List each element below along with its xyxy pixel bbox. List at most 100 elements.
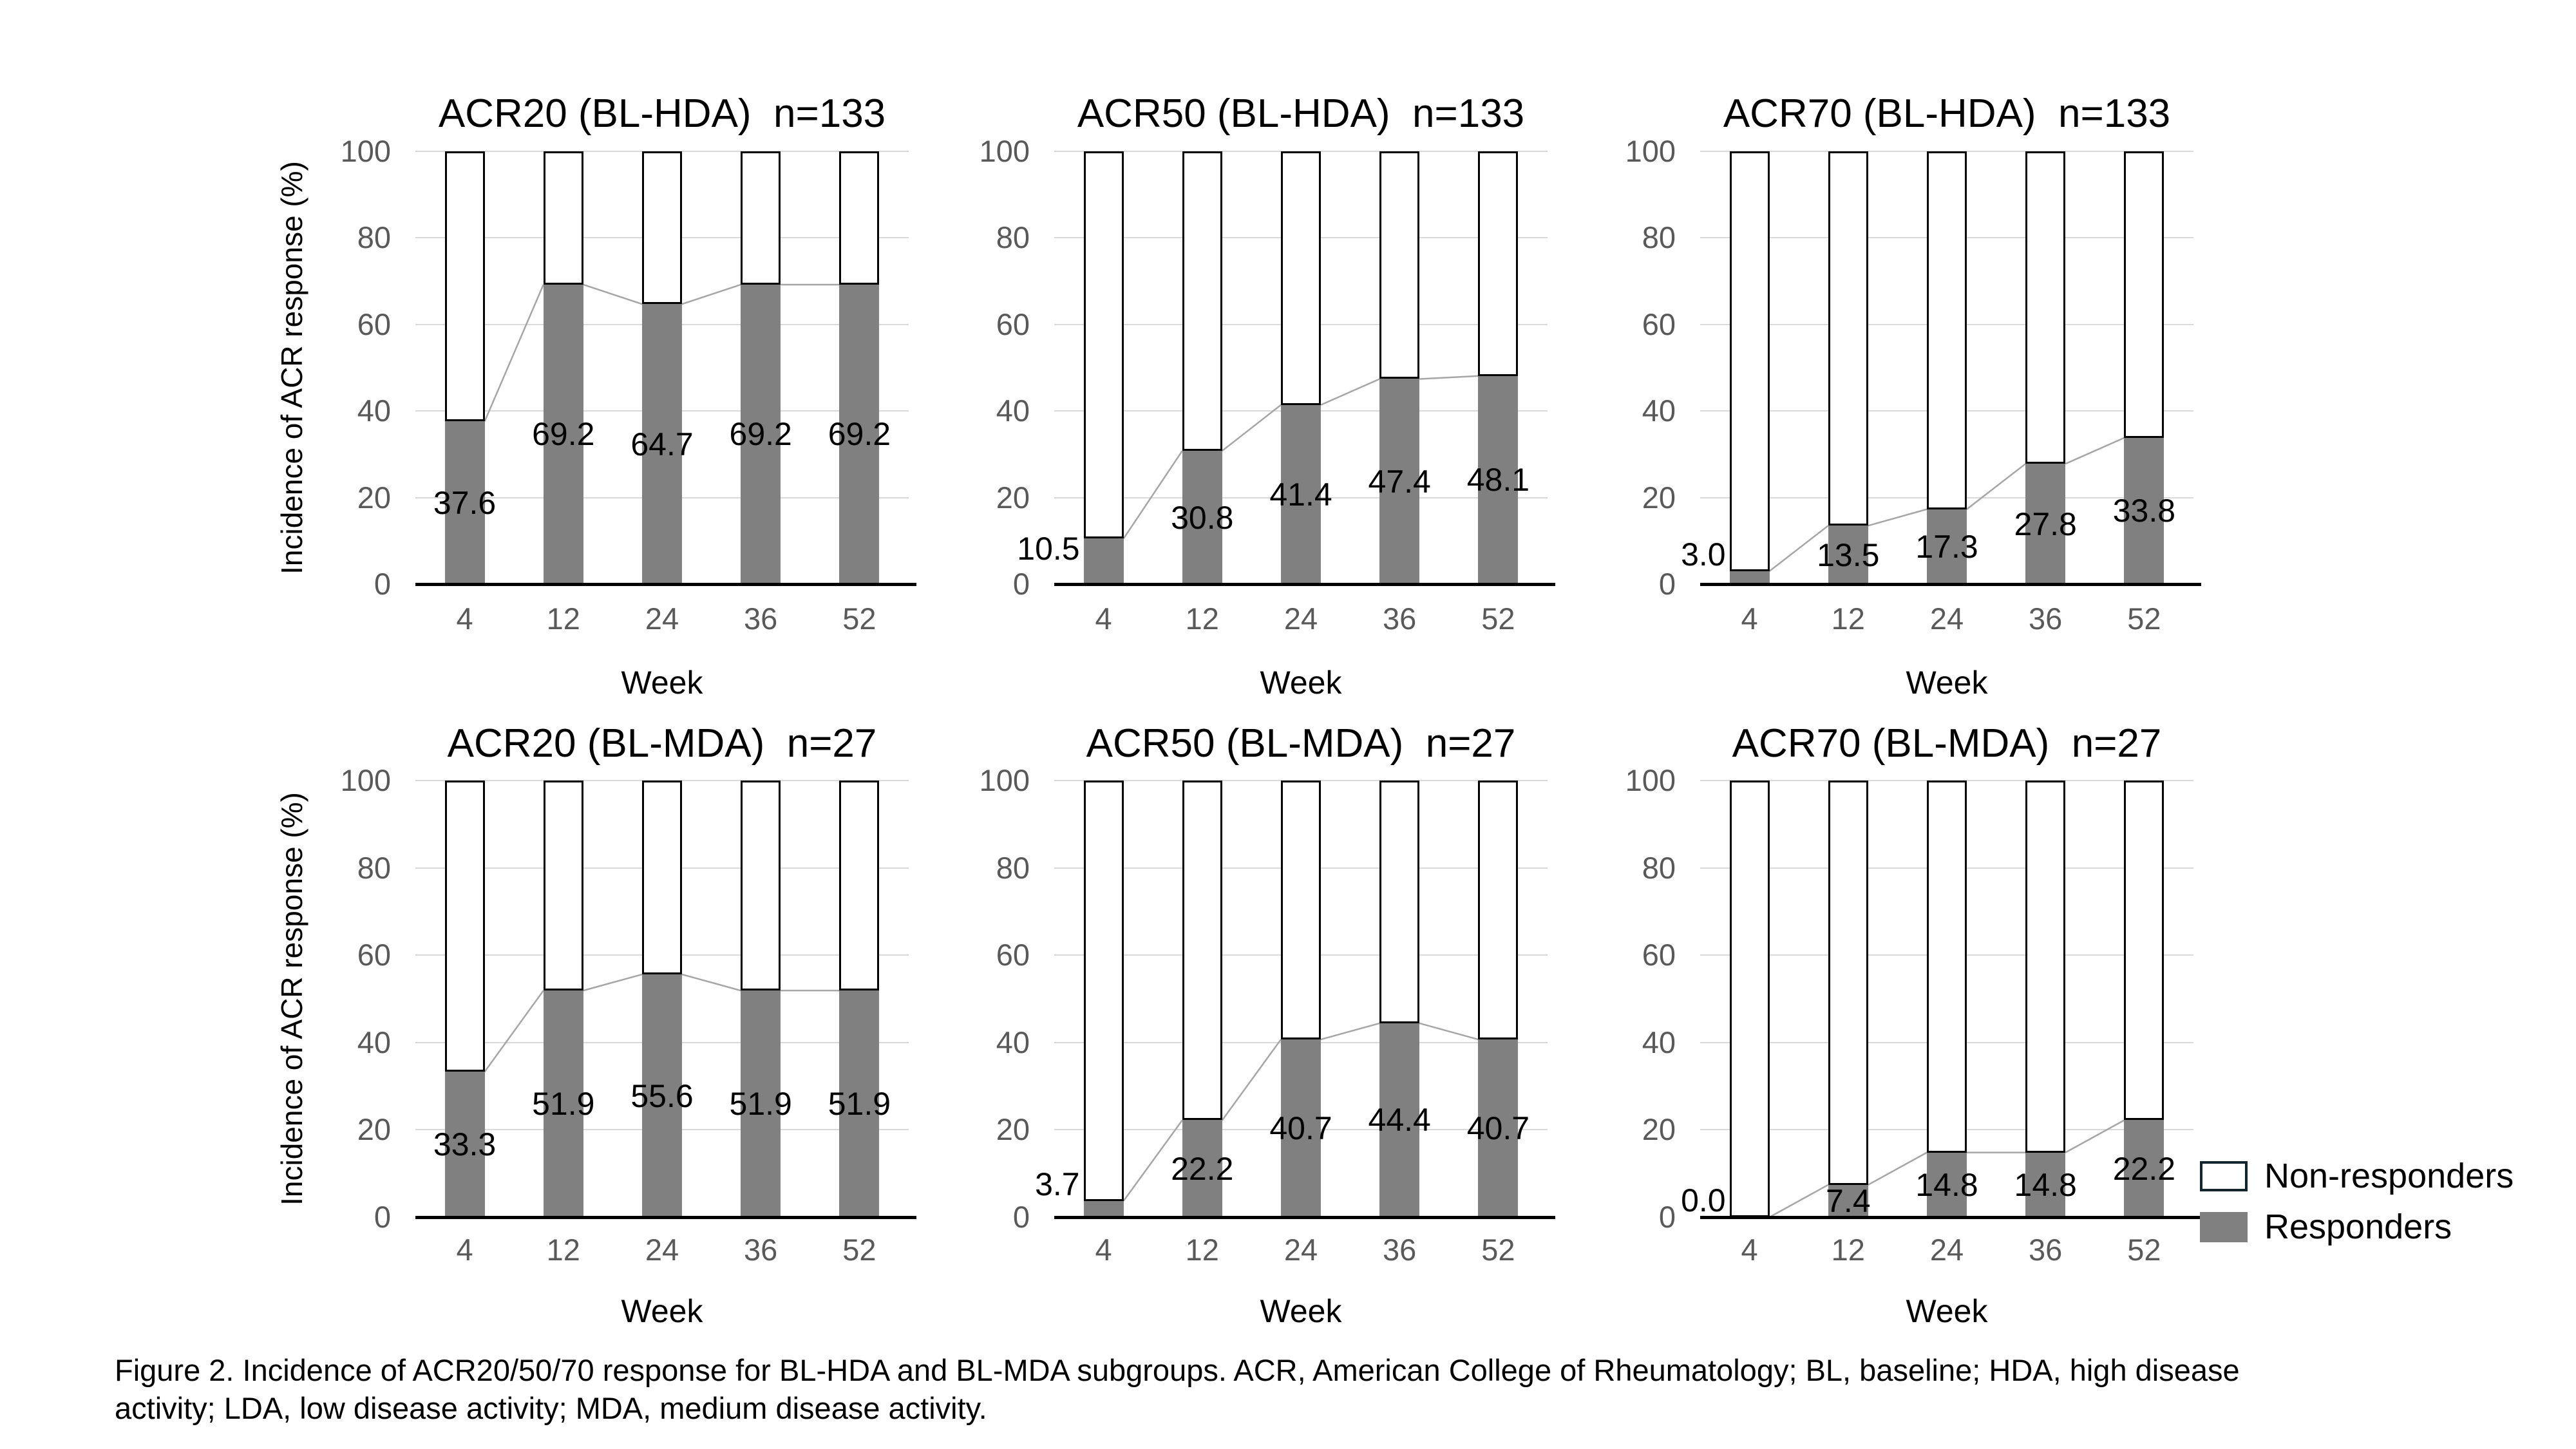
responder-value-label: 47.4: [1368, 463, 1431, 500]
y-axis-tick-label: 20: [996, 480, 1030, 515]
x-axis-tick-label: 36: [1383, 601, 1417, 636]
responder-value-label: 10.5: [1017, 531, 1080, 567]
bar-responders: [2124, 437, 2164, 584]
responder-value-label: 7.4: [1826, 1182, 1871, 1219]
bar-responders: [1828, 526, 1868, 584]
bar-non-responders: [2025, 151, 2066, 464]
responder-value-label: 30.8: [1171, 499, 1234, 536]
bar-non-responders: [1927, 781, 1967, 1153]
bar-responders: [444, 1072, 485, 1217]
bar-non-responders: [839, 781, 880, 991]
gridline: [1054, 497, 1548, 498]
x-axis-line: [1054, 1216, 1555, 1219]
x-axis-tick-label: 12: [546, 601, 580, 636]
chart-title: ACR50 (BL-HDA) n=133: [1077, 91, 1525, 136]
gridline: [415, 323, 909, 325]
gridline: [415, 237, 909, 239]
y-axis-tick-label: 20: [357, 1112, 391, 1147]
responder-value-label: 17.3: [1915, 528, 1978, 565]
responder-value-label: 41.4: [1269, 476, 1332, 513]
chart-title: ACR70 (BL-MDA) n=27: [1732, 721, 2162, 766]
gridline: [1054, 151, 1548, 152]
x-axis-title: Week: [1906, 665, 1988, 701]
responder-value-label: 14.8: [1915, 1166, 1978, 1203]
x-axis-tick-label: 52: [1481, 1233, 1515, 1267]
x-axis-tick-label: 36: [744, 1233, 778, 1267]
responder-value-label: 69.2: [729, 416, 792, 453]
bar-non-responders: [741, 781, 781, 991]
bar-non-responders: [1478, 151, 1519, 376]
y-axis-tick-label: 0: [1658, 567, 1676, 601]
gridline: [1700, 867, 2193, 869]
y-axis-tick-label: 40: [357, 1025, 391, 1059]
chart-title: ACR70 (BL-HDA) n=133: [1723, 91, 2171, 136]
bar-responders: [1281, 404, 1321, 584]
y-axis-tick-label: 40: [1642, 1025, 1676, 1059]
x-axis-tick-label: 12: [546, 1233, 580, 1267]
bar-responders: [444, 421, 485, 584]
y-axis-tick-label: 20: [1642, 480, 1676, 515]
responder-value-label: 27.8: [2014, 506, 2077, 542]
x-axis-line: [415, 1216, 916, 1219]
y-axis-tick-label: 0: [1012, 1200, 1030, 1234]
gridline: [415, 1041, 909, 1043]
legend-item-non-responders: Non-responders: [2200, 1159, 2514, 1193]
x-axis-line: [1700, 1216, 2201, 1219]
bar-non-responders: [642, 781, 682, 975]
x-axis-tick-label: 36: [2029, 601, 2063, 636]
bar-responders: [1478, 1039, 1519, 1217]
legend: Non-responders Responders: [2200, 1159, 2514, 1260]
x-axis-line: [415, 583, 916, 586]
gridline: [1700, 323, 2193, 325]
bar-non-responders: [1083, 151, 1124, 539]
y-axis-tick-label: 80: [996, 850, 1030, 885]
bar-non-responders: [741, 151, 781, 285]
bar-non-responders: [444, 151, 485, 422]
gridline: [1054, 323, 1548, 325]
gridline: [415, 151, 909, 152]
responder-value-label: 69.2: [532, 416, 595, 453]
bar-non-responders: [1281, 781, 1321, 1040]
x-axis-tick-label: 4: [456, 1233, 473, 1267]
chart-title: ACR20 (BL-HDA) n=133: [438, 91, 886, 136]
bar-non-responders: [543, 151, 583, 285]
gridline: [415, 410, 909, 412]
bar-responders: [1379, 379, 1420, 584]
figure-caption-line-1: Figure 2. Incidence of ACR20/50/70 respo…: [115, 1353, 2240, 1387]
responder-trend-connector-line: [1768, 437, 2125, 572]
gridline: [415, 497, 909, 498]
y-axis-tick-label: 60: [357, 307, 391, 341]
responder-value-label: 69.2: [828, 416, 891, 453]
responder-value-label: 37.6: [433, 484, 497, 521]
bar-responders: [1927, 1152, 1967, 1217]
gridline: [1700, 497, 2193, 498]
bar-responders: [1083, 538, 1124, 584]
gridline: [1054, 410, 1548, 412]
bar-non-responders: [1083, 781, 1124, 1201]
bar-responders: [1379, 1023, 1420, 1217]
y-axis-tick-label: 60: [996, 307, 1030, 341]
responder-value-label: 64.7: [630, 426, 694, 462]
bar-responders: [1927, 509, 1967, 584]
x-axis-tick-label: 36: [2029, 1233, 2063, 1267]
bar-non-responders: [1182, 151, 1222, 451]
chart-title: ACR20 (BL-MDA) n=27: [447, 721, 877, 766]
x-axis-tick-label: 36: [744, 601, 778, 636]
responder-value-label: 51.9: [532, 1086, 595, 1122]
y-axis-tick-label: 0: [1012, 567, 1030, 601]
x-axis-tick-label: 12: [1831, 601, 1865, 636]
y-axis-tick-label: 100: [979, 763, 1030, 797]
gridline: [1054, 1129, 1548, 1131]
bar-responders: [2025, 464, 2066, 584]
bar-responders: [1083, 1200, 1124, 1217]
gridline: [1054, 954, 1548, 956]
y-axis-tick-label: 80: [357, 850, 391, 885]
gridline: [1700, 1129, 2193, 1131]
y-axis-title: Incidence of ACR response (%): [275, 792, 308, 1206]
x-axis-tick-label: 24: [645, 1233, 679, 1267]
bar-responders: [839, 990, 880, 1217]
legend-label-non-responders: Non-responders: [2264, 1157, 2514, 1195]
gridline: [1700, 954, 2193, 956]
